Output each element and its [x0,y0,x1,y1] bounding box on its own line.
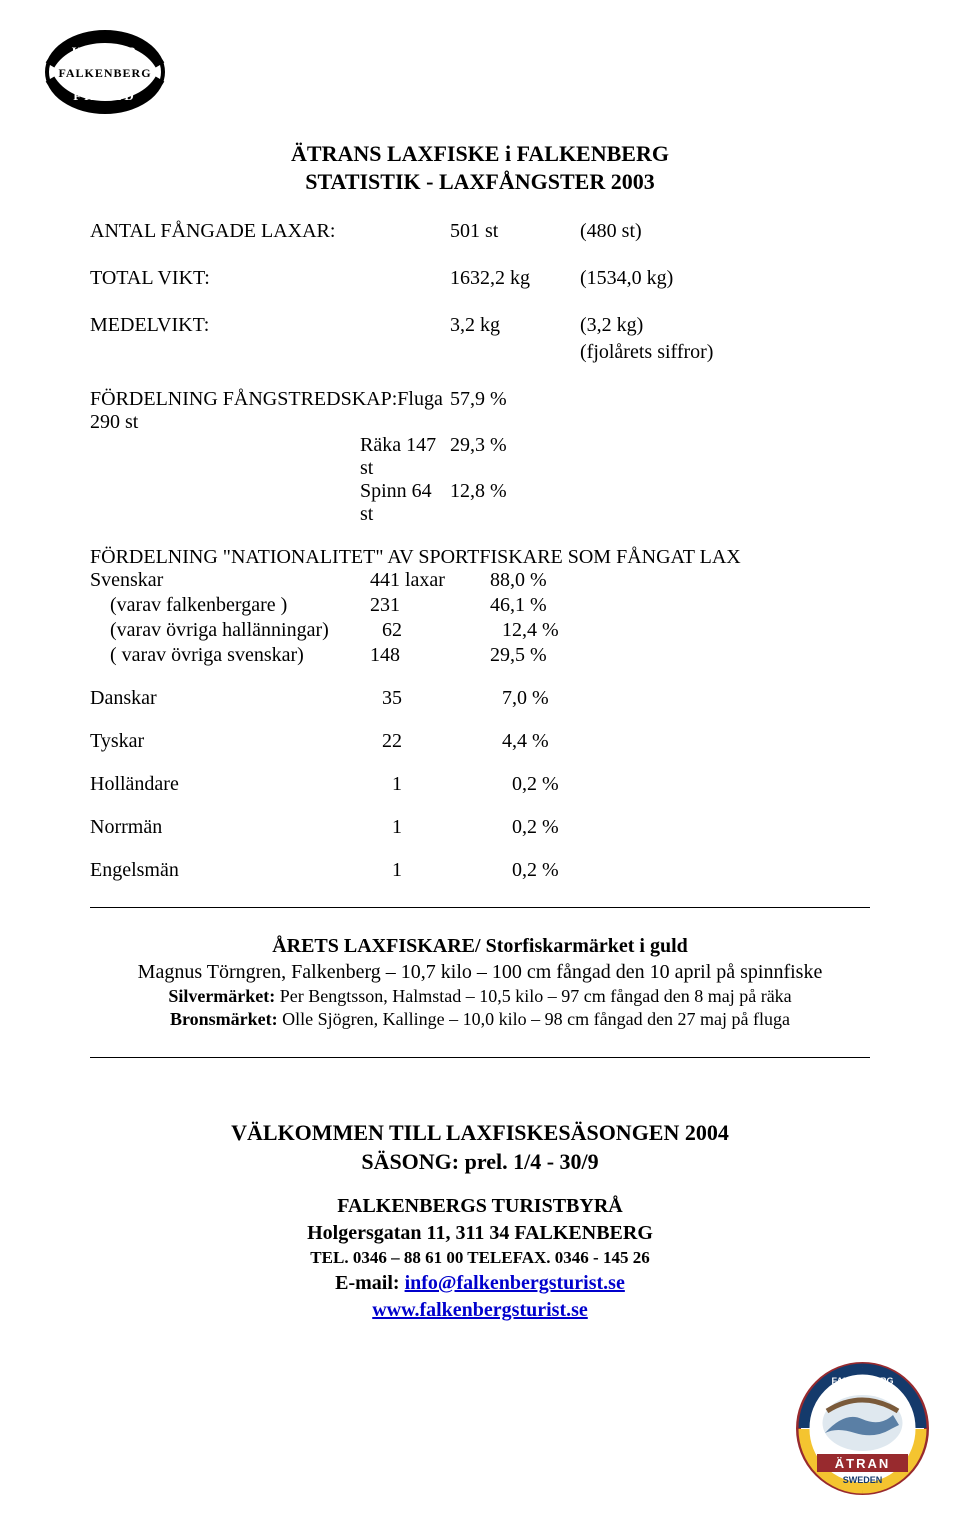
nat-other-0: Danskar 35 7,0 % [90,687,870,710]
silver-text: Per Bengtsson, Halmstad – 10,5 kilo – 97… [275,986,791,1006]
bronze-text: Olle Sjögren, Kallinge – 10,0 kilo – 98 … [278,1009,790,1029]
page-title: ÄTRANS LAXFISKE i FALKENBERG STATISTIK -… [90,140,870,195]
gear-pct: 57,9 % [450,388,550,434]
value: 1632,2 kg [450,267,580,290]
address: Holgersgatan 11, 311 34 FALKENBERG [90,1220,870,1247]
svg-text:FALKENBERG: FALKENBERG [58,66,151,80]
label: Holländare [90,773,370,796]
welcome-line2: SÄSONG: prel. 1/4 - 30/9 [90,1147,870,1177]
svg-text:FRITID: FRITID [73,88,137,103]
gear-heading-prefix: FÖRDELNING FÅNGSTREDSKAP: [90,388,397,410]
count: 22 [370,730,502,753]
gear-name: Räka 147 st [90,434,450,480]
email-link[interactable]: info@falkenbergsturist.se [405,1272,625,1294]
document-page: KULTUR FRITID FALKENBERG ÄTRANS LAXFISKE… [0,0,960,1531]
svg-text:FALKENBERG: FALKENBERG [831,1376,893,1386]
nat-other-2: Holländare 1 0,2 % [90,773,870,796]
pct: 46,1 % [490,594,590,617]
svg-text:SWEDEN: SWEDEN [843,1475,883,1485]
gear-row-1: Räka 147 st 29,3 % [90,434,870,480]
awards-bronze-line: Bronsmärket: Olle Sjögren, Kallinge – 10… [90,1008,870,1031]
gear-row-2: Spinn 64 st 12,8 % [90,480,870,526]
awards-gold: Magnus Törngren, Falkenberg – 10,7 kilo … [90,959,870,985]
row-medelvikt: MEDELVIKT: 3,2 kg (3,2 kg) [90,314,870,337]
pct: 88,0 % [490,569,590,592]
value: 501 st [450,220,580,243]
count: 35 [370,687,502,710]
nat-other-4: Engelsmän 1 0,2 % [90,859,870,882]
count: 1 [370,816,512,839]
row-prev-note: (fjolårets siffror) [90,341,870,364]
label: Danskar [90,687,370,710]
prev-note: (fjolårets siffror) [580,341,730,364]
nat-sub-2: ( varav övriga svenskar) 148 29,5 % [90,644,870,667]
pct: 12,4 % [502,619,602,642]
email-label: E-mail: [335,1272,404,1294]
label: ANTAL FÅNGADE LAXAR: [90,220,450,243]
row-totalvikt: TOTAL VIKT: 1632,2 kg (1534,0 kg) [90,267,870,290]
count: 62 [370,619,502,642]
gear-name: Spinn 64 st [90,480,450,526]
nat-other-1: Tyskar 22 4,4 % [90,730,870,753]
divider-2 [90,1057,870,1058]
bronze-label: Bronsmärket: [170,1009,278,1029]
divider-1 [90,907,870,908]
label: Engelsmän [90,859,370,882]
welcome-line1: VÄLKOMMEN TILL LAXFISKESÄSONGEN 2004 [90,1118,870,1148]
nat-svenskar: Svenskar 441 laxar 88,0 % [90,569,870,592]
kultur-fritid-logo: KULTUR FRITID FALKENBERG [30,30,180,145]
gear-pct: 29,3 % [450,434,550,480]
label: Norrmän [90,816,370,839]
gear-pct: 12,8 % [450,480,550,526]
email-line: E-mail: info@falkenbergsturist.se [90,1270,870,1297]
pct: 7,0 % [502,687,602,710]
prev: (1534,0 kg) [580,267,730,290]
pct: 4,4 % [502,730,602,753]
awards-block: ÅRETS LAXFISKARE/ Storfiskarmärket i gul… [90,933,870,1032]
label: MEDELVIKT: [90,314,450,337]
telephone: TEL. 0346 – 88 61 00 TELEFAX. 0346 - 145… [90,1247,870,1270]
label: ( varav övriga svenskar) [90,644,370,667]
title-line-1: ÄTRANS LAXFISKE i FALKENBERG [90,140,870,168]
svg-text:ÄTRAN: ÄTRAN [835,1456,891,1471]
prev: (3,2 kg) [580,314,730,337]
website-link[interactable]: www.falkenbergsturist.se [372,1299,588,1321]
label: Tyskar [90,730,370,753]
count: 231 [370,594,490,617]
label: Svenskar [90,569,370,592]
welcome-block: VÄLKOMMEN TILL LAXFISKESÄSONGEN 2004 SÄS… [90,1118,870,1324]
awards-heading: ÅRETS LAXFISKARE/ Storfiskarmärket i gul… [90,933,870,959]
label: TOTAL VIKT: [90,267,450,290]
nationality-heading: FÖRDELNING "NATIONALITET" AV SPORTFISKAR… [90,546,870,569]
pct: 0,2 % [512,859,612,882]
awards-silver-line: Silvermärket: Per Bengtsson, Halmstad – … [90,985,870,1008]
nat-sub-0: (varav falkenbergare ) 231 46,1 % [90,594,870,617]
prev: (480 st) [580,220,730,243]
nat-other-3: Norrmän 1 0,2 % [90,816,870,839]
web-line: www.falkenbergsturist.se [90,1297,870,1324]
pct: 0,2 % [512,816,612,839]
silver-label: Silvermärket: [168,986,275,1006]
nat-sub-1: (varav övriga hallänningar) 62 12,4 % [90,619,870,642]
count: 1 [370,773,512,796]
pct: 29,5 % [490,644,590,667]
count: 148 [370,644,490,667]
pct: 0,2 % [512,773,612,796]
svg-text:KULTUR: KULTUR [72,44,138,59]
gear-row-0: FÖRDELNING FÅNGSTREDSKAP:Fluga 290 st 57… [90,388,870,434]
label: (varav övriga hallänningar) [90,619,370,642]
tourist-office: FALKENBERGS TURISTBYRÅ [90,1193,870,1220]
value: 3,2 kg [450,314,580,337]
count: 1 [370,859,512,882]
label: (varav falkenbergare ) [90,594,370,617]
title-line-2: STATISTIK - LAXFÅNGSTER 2003 [90,168,870,196]
count: 441 laxar [370,569,490,592]
row-antal: ANTAL FÅNGADE LAXAR: 501 st (480 st) [90,220,870,243]
atran-badge-logo: FALKENBERG SWEDEN ÄTRAN [795,1361,930,1501]
